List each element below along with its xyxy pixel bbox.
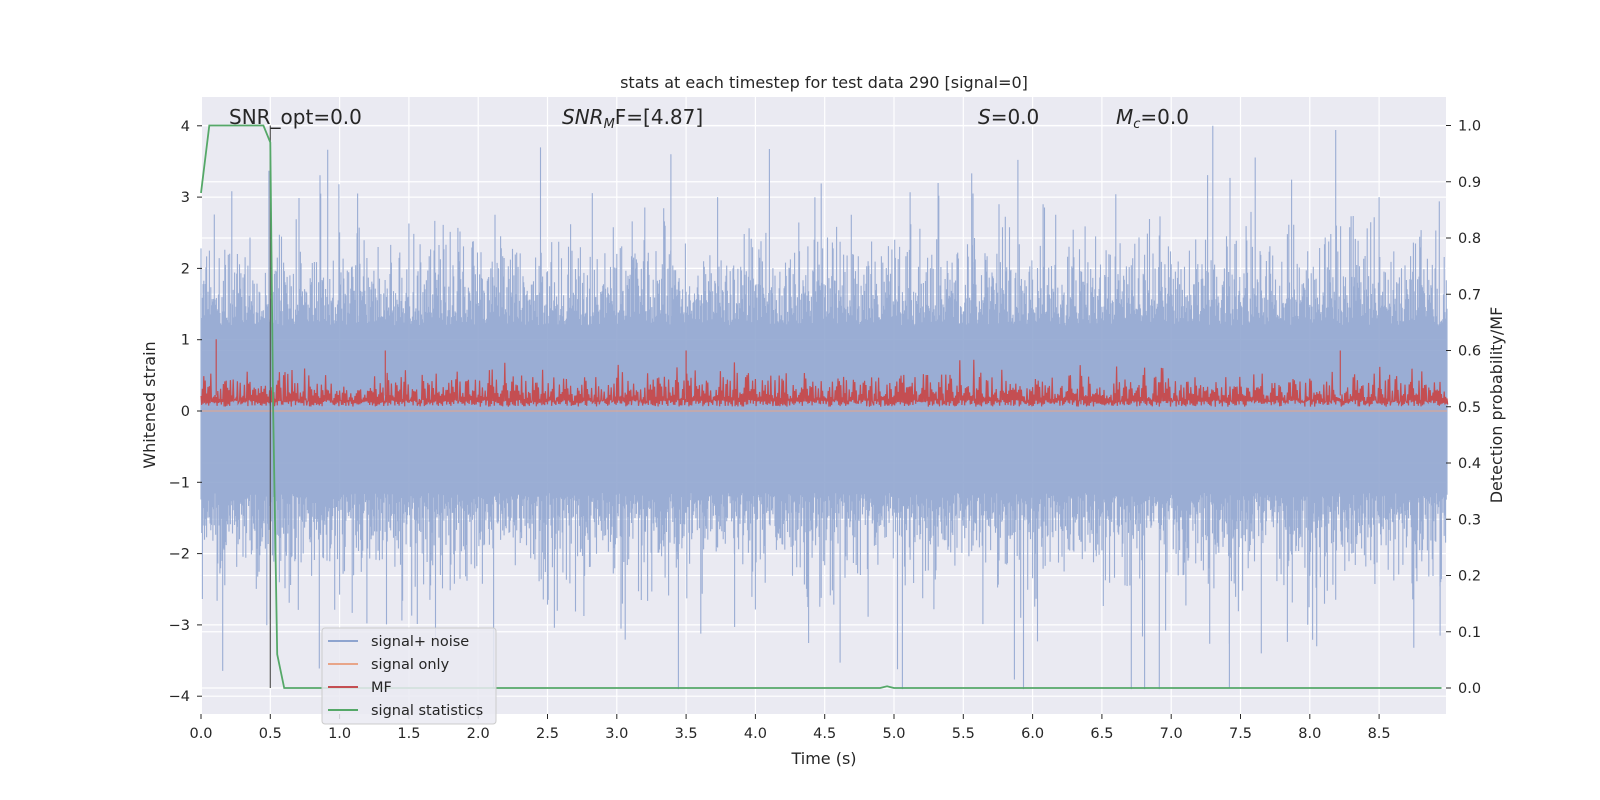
y-axis-ticks: −4 −3 −2 −1 0 1 2 3 4 <box>169 119 202 705</box>
x-tick-label: 6.5 <box>1090 726 1113 742</box>
legend-label-signal-statistics: signal statistics <box>371 703 483 719</box>
annotation-mc-symbol: M <box>1116 105 1133 129</box>
y2-tick-label: 0.7 <box>1458 287 1481 303</box>
y2-axis-label: Detection probability/MF <box>1487 307 1506 504</box>
legend: signal+ noise signal only MF signal stat… <box>321 627 497 725</box>
x-tick-label: 8.0 <box>1298 726 1321 742</box>
x-axis-ticks: 0.0 0.5 1.0 1.5 2.0 2.5 3.0 3.5 4.0 4.5 5.0 5.5 6.0 6… <box>189 714 1391 742</box>
annotation-s-symbol: S <box>978 105 991 129</box>
x-tick-label: 4.0 <box>744 726 767 742</box>
x-tick-label: 3.0 <box>605 726 628 742</box>
y-tick-label: −2 <box>169 547 190 563</box>
x-tick-label: 0.0 <box>189 726 212 742</box>
y2-tick-label: 0.2 <box>1458 569 1481 585</box>
x-tick-label: 7.5 <box>1229 726 1252 742</box>
x-tick-label: 5.5 <box>952 726 975 742</box>
y2-tick-label: 0.4 <box>1458 456 1481 472</box>
y2-tick-label: 0.6 <box>1458 344 1481 360</box>
y-tick-label: −4 <box>169 689 190 705</box>
legend-label-signal-only: signal only <box>371 657 450 673</box>
y2-tick-label: 1.0 <box>1458 119 1481 135</box>
annotation-snr-mf-value: F=[4.87] <box>615 105 703 129</box>
annotation-s-value: =0.0 <box>991 105 1040 129</box>
y2-tick-label: 0.1 <box>1458 625 1481 641</box>
y2-tick-label: 0.0 <box>1458 681 1481 697</box>
y-tick-label: 2 <box>181 261 190 277</box>
x-axis-label: Time (s) <box>790 749 856 768</box>
y2-tick-label: 0.8 <box>1458 231 1481 247</box>
y2-tick-label: 0.9 <box>1458 175 1481 191</box>
annotation-snr-mf-subscript: M <box>604 117 615 132</box>
annotation-snr-mf: SNRMF=[4.87] <box>562 105 703 132</box>
x-tick-label: 8.5 <box>1368 726 1391 742</box>
annotation-snr-opt: SNR_opt=0.0 <box>229 105 362 129</box>
y2-tick-label: 0.3 <box>1458 512 1481 528</box>
y-tick-label: 4 <box>181 119 190 135</box>
y2-axis-ticks: 0.0 0.1 0.2 0.3 0.4 0.5 0.6 0.7 0.8 0.9 1.0 <box>1446 119 1481 697</box>
x-tick-label: 0.5 <box>259 726 282 742</box>
legend-label-signal-noise: signal+ noise <box>371 634 469 650</box>
x-tick-label: 7.0 <box>1160 726 1183 742</box>
x-tick-label: 1.5 <box>397 726 420 742</box>
x-tick-label: 2.5 <box>536 726 559 742</box>
x-tick-label: 6.0 <box>1021 726 1044 742</box>
x-tick-label: 2.0 <box>467 726 490 742</box>
mf-line <box>200 339 1449 407</box>
x-tick-label: 1.0 <box>328 726 351 742</box>
annotation-mc: Mc=0.0 <box>1116 105 1189 132</box>
annotation-s: S=0.0 <box>978 105 1039 129</box>
annotation-snr-mf-symbol: SNR <box>562 105 604 129</box>
x-tick-label: 4.5 <box>813 726 836 742</box>
annotation-mc-subscript: c <box>1133 117 1140 132</box>
mf-series <box>200 339 1449 407</box>
legend-box <box>321 627 497 725</box>
y-tick-label: −1 <box>169 475 190 491</box>
y-tick-label: 3 <box>181 190 190 206</box>
annotation-mc-value: =0.0 <box>1140 105 1189 129</box>
y-tick-label: 0 <box>181 404 190 420</box>
y2-tick-label: 0.5 <box>1458 400 1481 416</box>
chart-title: stats at each timestep for test data 290… <box>620 73 1028 92</box>
y-tick-label: −3 <box>169 618 190 634</box>
x-tick-label: 5.0 <box>882 726 905 742</box>
legend-label-mf: MF <box>371 680 392 696</box>
signal-statistics-series <box>200 124 1442 689</box>
x-tick-label: 3.5 <box>675 726 698 742</box>
y-axis-label: Whitened strain <box>140 341 159 468</box>
y-tick-label: 1 <box>181 333 190 349</box>
signal-statistics-line <box>200 124 1442 689</box>
